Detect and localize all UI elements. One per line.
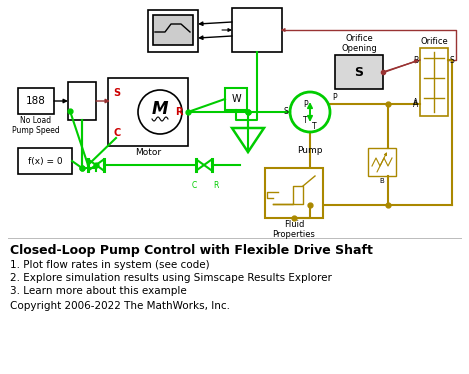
Bar xyxy=(265,168,323,218)
Bar xyxy=(18,148,72,174)
Text: W: W xyxy=(231,94,241,104)
Text: No Load
Pump Speed: No Load Pump Speed xyxy=(12,116,60,135)
Bar xyxy=(108,78,188,146)
Text: P: P xyxy=(303,99,308,108)
Text: 188: 188 xyxy=(26,96,46,106)
Text: T: T xyxy=(303,116,308,125)
Text: B: B xyxy=(379,178,385,184)
Text: R: R xyxy=(175,107,183,117)
Text: S: S xyxy=(450,55,455,64)
Text: M: M xyxy=(152,100,168,118)
Text: A: A xyxy=(413,99,418,108)
Text: Motor: Motor xyxy=(135,148,161,157)
Text: B: B xyxy=(413,55,418,64)
Text: Pump: Pump xyxy=(297,146,323,155)
Text: Orifice: Orifice xyxy=(420,37,448,46)
Bar xyxy=(368,148,396,176)
Text: Fluid
Properties: Fluid Properties xyxy=(272,220,316,239)
Text: P: P xyxy=(332,93,337,102)
Text: A: A xyxy=(413,98,418,107)
Text: S: S xyxy=(355,65,363,79)
Text: S: S xyxy=(113,88,120,98)
Bar xyxy=(153,15,193,45)
Bar xyxy=(148,10,198,52)
Text: Closed-Loop Pump Control with Flexible Drive Shaft: Closed-Loop Pump Control with Flexible D… xyxy=(10,244,373,257)
Text: Copyright 2006-2022 The MathWorks, Inc.: Copyright 2006-2022 The MathWorks, Inc. xyxy=(10,301,230,311)
Bar xyxy=(68,82,96,120)
Bar xyxy=(232,8,282,52)
Bar xyxy=(420,48,448,116)
Text: 1. Plot flow rates in system (see code): 1. Plot flow rates in system (see code) xyxy=(10,260,210,270)
Text: f(x) = 0: f(x) = 0 xyxy=(28,156,62,166)
Text: C: C xyxy=(113,128,120,138)
Text: 3. Learn more about this example: 3. Learn more about this example xyxy=(10,286,187,296)
Text: S: S xyxy=(283,107,288,116)
Bar xyxy=(225,88,247,110)
Bar xyxy=(18,88,54,114)
Text: C: C xyxy=(191,181,197,190)
Text: 2. Explore simulation results using Simscape Results Explorer: 2. Explore simulation results using Sims… xyxy=(10,273,332,283)
Bar xyxy=(335,55,383,89)
Text: Orifice
Opening: Orifice Opening xyxy=(341,34,377,53)
Text: T: T xyxy=(312,122,317,131)
Text: R: R xyxy=(213,181,219,190)
